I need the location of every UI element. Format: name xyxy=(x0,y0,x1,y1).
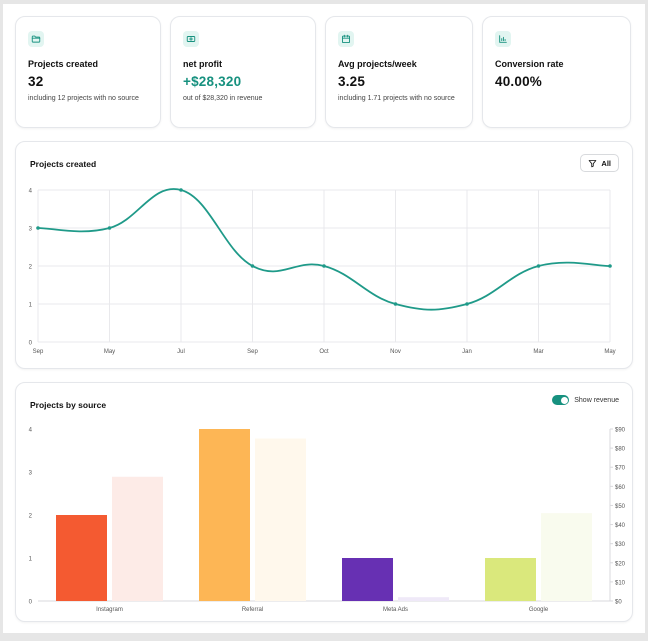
y-tick-label: 3 xyxy=(29,227,33,233)
x-tick-label: May xyxy=(604,349,615,355)
data-point xyxy=(179,188,183,192)
panel-title: Projects by source xyxy=(30,400,107,410)
data-point xyxy=(536,264,541,268)
bar-revenue xyxy=(541,513,592,601)
y-tick-label: 2 xyxy=(29,265,33,271)
y-tick-label: 4 xyxy=(29,189,33,195)
bar-revenue xyxy=(255,438,306,601)
stat-value: 3.25 xyxy=(338,74,366,89)
x-tick-label: Meta Ads xyxy=(383,607,408,613)
dashboard: Projects created 32 including 12 project… xyxy=(3,4,645,633)
bar-projects xyxy=(342,558,393,601)
y2-tick-label: $70 xyxy=(615,466,626,472)
projects-by-source-panel: Projects by source Show revenue 0 1 2 3 4 $0 $… xyxy=(15,382,633,622)
toggle-switch[interactable] xyxy=(552,395,570,405)
y2-tick-label: $60 xyxy=(615,485,626,491)
bar-revenue xyxy=(112,476,163,601)
folder-icon xyxy=(28,31,44,47)
stat-note: out of $28,320 in revenue xyxy=(183,95,263,102)
bar-projects xyxy=(485,558,536,601)
y-tick-label: 3 xyxy=(29,471,33,477)
x-tick-label: Instagram xyxy=(96,607,123,613)
stat-card-projects-created: Projects created 32 including 12 project… xyxy=(15,16,161,128)
data-point xyxy=(107,226,112,230)
stat-note: including 12 projects with no source xyxy=(28,95,139,102)
data-point xyxy=(393,302,398,306)
stat-title: Projects created xyxy=(28,59,99,69)
stat-title: net profit xyxy=(183,59,222,69)
stat-card-net-profit: net profit +$28,320 out of $28,320 in re… xyxy=(170,16,316,128)
panel-title: Projects created xyxy=(30,159,97,169)
x-tick-label: Google xyxy=(529,607,549,613)
x-tick-label: Mar xyxy=(533,349,543,355)
stat-value: 32 xyxy=(28,74,44,89)
data-point xyxy=(250,264,255,268)
y2-tick-label: $40 xyxy=(615,523,626,529)
y2-tick-label: $20 xyxy=(615,561,626,567)
stat-title: Conversion rate xyxy=(495,59,564,69)
x-tick-label: Nov xyxy=(390,349,401,355)
x-tick-label: Referral xyxy=(242,607,263,613)
bar-projects xyxy=(56,515,107,601)
stat-value: +$28,320 xyxy=(183,74,242,89)
show-revenue-toggle[interactable]: Show revenue xyxy=(552,395,619,405)
data-point xyxy=(608,264,612,268)
x-tick-label: May xyxy=(104,349,115,355)
bar-projects xyxy=(199,429,250,601)
y-tick-label: 0 xyxy=(29,341,33,347)
x-tick-label: Oct xyxy=(319,349,329,355)
banknote-icon xyxy=(183,31,199,47)
calendar-icon xyxy=(338,31,354,47)
stat-value: 40.00% xyxy=(495,74,542,89)
y2-tick-label: $50 xyxy=(615,504,626,510)
projects-created-panel: Projects created All 0 1 2 3 4 Sep May Jul Sep Oc… xyxy=(15,141,633,369)
filter-label: All xyxy=(601,158,611,168)
y-tick-label: 0 xyxy=(29,600,33,606)
y2-tick-label: $90 xyxy=(615,428,626,434)
stat-title: Avg projects/week xyxy=(338,59,417,69)
toggle-label: Show revenue xyxy=(574,396,619,404)
y2-tick-label: $0 xyxy=(615,600,622,606)
data-point xyxy=(465,302,469,306)
y-tick-label: 1 xyxy=(29,303,33,309)
y-tick-label: 4 xyxy=(29,428,33,434)
stat-card-conversion-rate: Conversion rate 40.00% xyxy=(482,16,631,128)
filter-icon xyxy=(589,159,597,167)
projects-by-source-chart: 0 1 2 3 4 $0 $10 $20 $30 $40 $50 $60 $70 $80 $90 Instag… xyxy=(29,428,626,614)
y2-tick-label: $30 xyxy=(615,542,626,548)
y2-tick-label: $10 xyxy=(615,580,626,586)
y-tick-label: 1 xyxy=(29,557,33,563)
projects-line-chart: 0 1 2 3 4 Sep May Jul Sep Oct Nov Jan Mar May xyxy=(29,188,616,355)
data-point xyxy=(322,264,326,268)
stat-note: including 1.71 projects with no source xyxy=(338,95,455,102)
data-point xyxy=(36,226,40,230)
stat-card-avg-projects-week: Avg projects/week 3.25 including 1.71 pr… xyxy=(325,16,473,128)
y-tick-label: 2 xyxy=(29,514,33,520)
x-tick-label: Sep xyxy=(33,349,44,355)
bar-revenue xyxy=(398,597,449,601)
y2-tick-label: $80 xyxy=(615,447,626,453)
bar-chart-icon xyxy=(495,31,511,47)
x-tick-label: Jul xyxy=(177,349,185,355)
x-tick-label: Sep xyxy=(247,349,258,355)
filter-button[interactable]: All xyxy=(580,154,619,172)
x-tick-label: Jan xyxy=(462,349,472,355)
